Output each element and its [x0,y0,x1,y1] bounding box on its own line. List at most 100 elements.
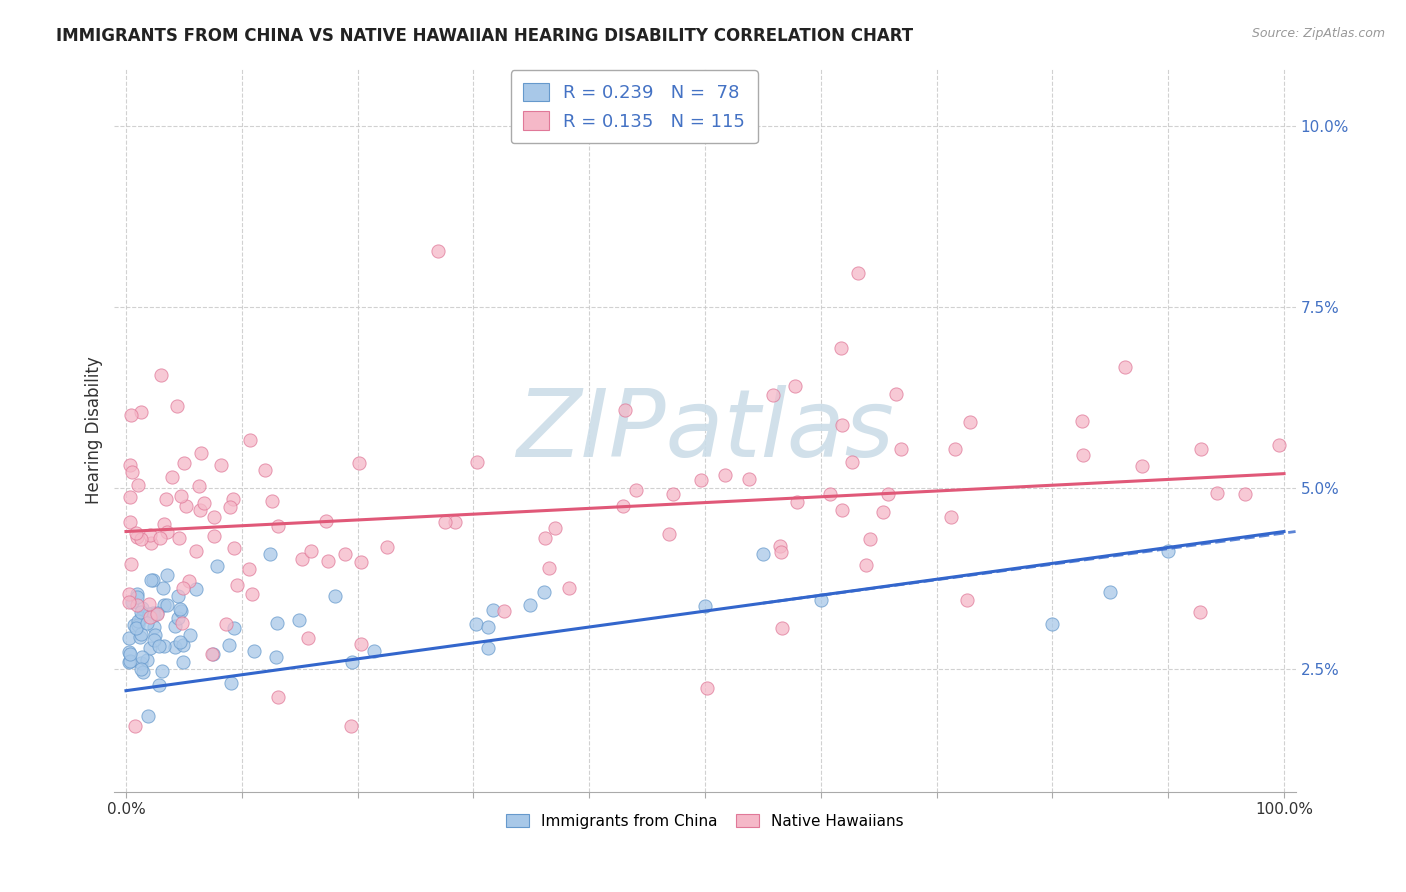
Point [259,547,281,561]
Point [434,515,457,529]
Point [291,552,314,566]
Point [118,595,141,609]
Point [202,528,225,542]
Point [167,531,190,545]
Point [188,478,211,492]
Point [118,645,141,659]
Point [209,458,232,472]
Point [131,532,153,546]
Point [125,621,148,635]
Point [170,603,193,617]
Point [142,606,165,620]
Point [186,582,208,596]
Point [143,620,166,634]
Point [160,470,183,484]
Point [129,606,152,620]
Point [201,647,224,661]
Point [350,637,373,651]
Point [139,610,162,624]
Point [260,494,283,508]
Point [846,266,869,280]
Point [267,519,290,533]
Point [129,405,152,419]
Point [152,517,174,532]
Point [148,678,170,692]
Point [136,709,159,723]
Point [465,617,488,632]
Point [658,526,681,541]
Point [121,465,143,479]
Point [143,627,166,641]
Point [120,654,142,668]
Point [315,514,337,528]
Point [340,719,363,733]
Point [820,487,842,501]
Point [558,581,581,595]
Point [167,610,190,624]
Point [318,554,340,568]
Point [253,463,276,477]
Legend: Immigrants from China, Native Hawaiians: Immigrants from China, Native Hawaiians [501,807,910,835]
Point [135,652,157,666]
Point [287,613,309,627]
Point [624,483,647,497]
Point [172,638,194,652]
Point [363,644,385,658]
Point [877,486,900,500]
Point [690,473,713,487]
Point [538,560,561,574]
Point [225,578,247,592]
Point [959,415,981,429]
Text: ZIPatlas: ZIPatlas [516,384,894,475]
Point [127,618,149,632]
Point [662,487,685,501]
Point [1268,438,1291,452]
Point [120,558,142,572]
Point [179,574,201,588]
Point [139,574,162,588]
Point [118,655,141,669]
Point [166,590,188,604]
Point [170,489,193,503]
Point [786,495,808,509]
Point [770,621,793,635]
Point [170,615,193,630]
Point [956,592,979,607]
Point [738,472,761,486]
Point [299,544,322,558]
Point [693,599,716,613]
Point [427,244,450,258]
Point [544,521,567,535]
Point [152,639,174,653]
Point [884,387,907,401]
Point [135,615,157,630]
Point [193,496,215,510]
Point [872,505,894,519]
Point [120,647,142,661]
Point [186,544,208,558]
Point [121,595,143,609]
Point [890,442,912,456]
Point [831,341,853,355]
Point [1189,442,1212,457]
Point [128,630,150,644]
Point [152,665,174,679]
Point [153,598,176,612]
Point [444,515,467,529]
Point [855,558,877,572]
Point [696,681,718,695]
Point [534,532,557,546]
Point [267,690,290,704]
Point [131,611,153,625]
Point [131,649,153,664]
Point [761,388,783,402]
Point [752,547,775,561]
Point [1189,605,1212,619]
Text: IMMIGRANTS FROM CHINA VS NATIVE HAWAIIAN HEARING DISABILITY CORRELATION CHART: IMMIGRANTS FROM CHINA VS NATIVE HAWAIIAN… [56,27,914,45]
Text: Source: ZipAtlas.com: Source: ZipAtlas.com [1251,27,1385,40]
Point [943,442,966,456]
Point [215,616,238,631]
Point [939,509,962,524]
Point [533,584,555,599]
Point [127,478,149,492]
